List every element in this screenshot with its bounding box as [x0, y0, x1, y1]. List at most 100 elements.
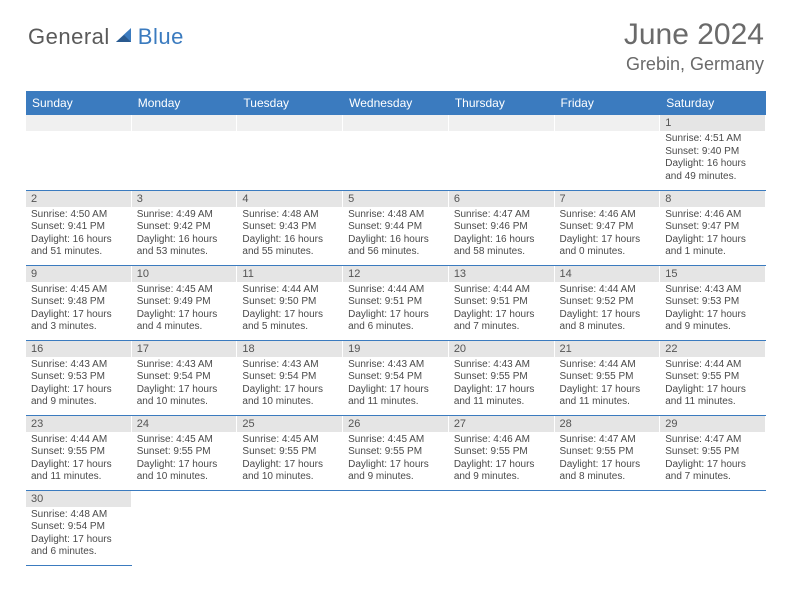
daylight-line: Daylight: 17 hours and 11 minutes.: [665, 384, 761, 409]
sunrise-line: Sunrise: 4:43 AM: [454, 359, 550, 372]
daylight-line: Daylight: 17 hours and 10 minutes.: [242, 459, 338, 484]
day-number-bar: [132, 115, 238, 131]
daylight-line: Daylight: 17 hours and 5 minutes.: [242, 309, 338, 334]
day-body: Sunrise: 4:46 AMSunset: 9:47 PMDaylight:…: [660, 207, 766, 262]
day-body: Sunrise: 4:44 AMSunset: 9:51 PMDaylight:…: [343, 282, 449, 337]
day-body: Sunrise: 4:45 AMSunset: 9:55 PMDaylight:…: [343, 432, 449, 487]
day-body: Sunrise: 4:47 AMSunset: 9:46 PMDaylight:…: [449, 207, 555, 262]
day-body: Sunrise: 4:47 AMSunset: 9:55 PMDaylight:…: [660, 432, 766, 487]
day-number-bar: 28: [555, 416, 661, 432]
day-body: Sunrise: 4:50 AMSunset: 9:41 PMDaylight:…: [26, 207, 132, 262]
day-number-bar: 6: [449, 191, 555, 207]
daylight-line: Daylight: 17 hours and 8 minutes.: [560, 309, 656, 334]
daylight-line: Daylight: 17 hours and 3 minutes.: [31, 309, 127, 334]
day-cell: [449, 490, 555, 565]
sunset-line: Sunset: 9:54 PM: [31, 521, 127, 534]
daylight-line: Daylight: 17 hours and 11 minutes.: [560, 384, 656, 409]
sunrise-line: Sunrise: 4:44 AM: [242, 284, 338, 297]
day-cell: 6Sunrise: 4:47 AMSunset: 9:46 PMDaylight…: [449, 190, 555, 265]
sunrise-line: Sunrise: 4:47 AM: [560, 434, 656, 447]
sunrise-line: Sunrise: 4:47 AM: [454, 209, 550, 222]
day-number-bar: 15: [660, 266, 766, 282]
day-cell: 1Sunrise: 4:51 AMSunset: 9:40 PMDaylight…: [660, 115, 766, 190]
daylight-line: Daylight: 17 hours and 10 minutes.: [137, 384, 233, 409]
sunset-line: Sunset: 9:53 PM: [31, 371, 127, 384]
sunrise-line: Sunrise: 4:46 AM: [560, 209, 656, 222]
day-cell: 21Sunrise: 4:44 AMSunset: 9:55 PMDayligh…: [555, 340, 661, 415]
day-header: Sunday: [26, 91, 132, 115]
daylight-line: Daylight: 17 hours and 7 minutes.: [665, 459, 761, 484]
day-body: Sunrise: 4:48 AMSunset: 9:54 PMDaylight:…: [26, 507, 132, 562]
day-body: Sunrise: 4:45 AMSunset: 9:55 PMDaylight:…: [237, 432, 343, 487]
sunset-line: Sunset: 9:47 PM: [560, 221, 656, 234]
day-cell: [555, 115, 661, 190]
sunset-line: Sunset: 9:55 PM: [560, 371, 656, 384]
day-number-bar: 8: [660, 191, 766, 207]
day-cell: [26, 115, 132, 190]
sunrise-line: Sunrise: 4:45 AM: [242, 434, 338, 447]
day-number-bar: 9: [26, 266, 132, 282]
day-body: Sunrise: 4:43 AMSunset: 9:54 PMDaylight:…: [237, 357, 343, 412]
daylight-line: Daylight: 16 hours and 49 minutes.: [665, 158, 761, 183]
sunrise-line: Sunrise: 4:43 AM: [137, 359, 233, 372]
daylight-line: Daylight: 17 hours and 11 minutes.: [31, 459, 127, 484]
brand-part2: Blue: [138, 24, 184, 50]
daylight-line: Daylight: 17 hours and 11 minutes.: [348, 384, 444, 409]
daylight-line: Daylight: 17 hours and 9 minutes.: [31, 384, 127, 409]
sunrise-line: Sunrise: 4:44 AM: [560, 359, 656, 372]
day-number-bar: [343, 115, 449, 131]
daylight-line: Daylight: 17 hours and 10 minutes.: [137, 459, 233, 484]
sunset-line: Sunset: 9:55 PM: [560, 446, 656, 459]
day-number-bar: 19: [343, 341, 449, 357]
day-header: Thursday: [449, 91, 555, 115]
day-cell: 7Sunrise: 4:46 AMSunset: 9:47 PMDaylight…: [555, 190, 661, 265]
day-cell: [449, 115, 555, 190]
daylight-line: Daylight: 17 hours and 9 minutes.: [348, 459, 444, 484]
sunset-line: Sunset: 9:55 PM: [31, 446, 127, 459]
day-number-bar: 30: [26, 491, 132, 507]
header: General Blue June 2024 Grebin, Germany: [0, 0, 792, 85]
day-body: Sunrise: 4:46 AMSunset: 9:47 PMDaylight:…: [555, 207, 661, 262]
day-body: Sunrise: 4:46 AMSunset: 9:55 PMDaylight:…: [449, 432, 555, 487]
month-title: June 2024: [624, 18, 764, 52]
day-number-bar: 10: [132, 266, 238, 282]
day-cell: [237, 115, 343, 190]
day-cell: [555, 490, 661, 565]
daylight-line: Daylight: 17 hours and 1 minute.: [665, 234, 761, 259]
day-cell: 10Sunrise: 4:45 AMSunset: 9:49 PMDayligh…: [132, 265, 238, 340]
day-cell: 28Sunrise: 4:47 AMSunset: 9:55 PMDayligh…: [555, 415, 661, 490]
day-cell: [132, 115, 238, 190]
day-body: Sunrise: 4:44 AMSunset: 9:55 PMDaylight:…: [26, 432, 132, 487]
day-number-bar: 1: [660, 115, 766, 131]
day-number-bar: 18: [237, 341, 343, 357]
day-cell: 25Sunrise: 4:45 AMSunset: 9:55 PMDayligh…: [237, 415, 343, 490]
daylight-line: Daylight: 16 hours and 58 minutes.: [454, 234, 550, 259]
day-number-bar: 3: [132, 191, 238, 207]
sunrise-line: Sunrise: 4:45 AM: [31, 284, 127, 297]
daylight-line: Daylight: 17 hours and 10 minutes.: [242, 384, 338, 409]
location: Grebin, Germany: [624, 54, 764, 75]
day-cell: [343, 115, 449, 190]
day-number-bar: 27: [449, 416, 555, 432]
day-number-bar: 20: [449, 341, 555, 357]
day-body: Sunrise: 4:51 AMSunset: 9:40 PMDaylight:…: [660, 131, 766, 186]
day-cell: 17Sunrise: 4:43 AMSunset: 9:54 PMDayligh…: [132, 340, 238, 415]
day-number-bar: 24: [132, 416, 238, 432]
day-body: Sunrise: 4:45 AMSunset: 9:48 PMDaylight:…: [26, 282, 132, 337]
day-cell: 5Sunrise: 4:48 AMSunset: 9:44 PMDaylight…: [343, 190, 449, 265]
daylight-line: Daylight: 17 hours and 6 minutes.: [31, 534, 127, 559]
sunset-line: Sunset: 9:55 PM: [665, 371, 761, 384]
sunrise-line: Sunrise: 4:48 AM: [31, 509, 127, 522]
day-cell: 27Sunrise: 4:46 AMSunset: 9:55 PMDayligh…: [449, 415, 555, 490]
day-cell: 13Sunrise: 4:44 AMSunset: 9:51 PMDayligh…: [449, 265, 555, 340]
daylight-line: Daylight: 17 hours and 6 minutes.: [348, 309, 444, 334]
day-body: Sunrise: 4:44 AMSunset: 9:55 PMDaylight:…: [555, 357, 661, 412]
day-number-bar: 21: [555, 341, 661, 357]
day-cell: 18Sunrise: 4:43 AMSunset: 9:54 PMDayligh…: [237, 340, 343, 415]
day-cell: 2Sunrise: 4:50 AMSunset: 9:41 PMDaylight…: [26, 190, 132, 265]
sunrise-line: Sunrise: 4:46 AM: [454, 434, 550, 447]
day-cell: [132, 490, 238, 565]
day-cell: 9Sunrise: 4:45 AMSunset: 9:48 PMDaylight…: [26, 265, 132, 340]
day-cell: [237, 490, 343, 565]
calendar-table: SundayMondayTuesdayWednesdayThursdayFrid…: [26, 91, 766, 566]
